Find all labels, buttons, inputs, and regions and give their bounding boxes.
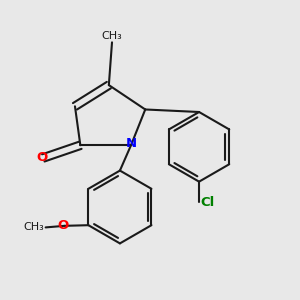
Text: O: O bbox=[36, 152, 47, 164]
Text: O: O bbox=[57, 219, 69, 232]
Text: CH₃: CH₃ bbox=[102, 31, 122, 41]
Text: N: N bbox=[125, 137, 136, 150]
Text: CH₃: CH₃ bbox=[23, 222, 44, 233]
Text: Cl: Cl bbox=[201, 196, 215, 209]
